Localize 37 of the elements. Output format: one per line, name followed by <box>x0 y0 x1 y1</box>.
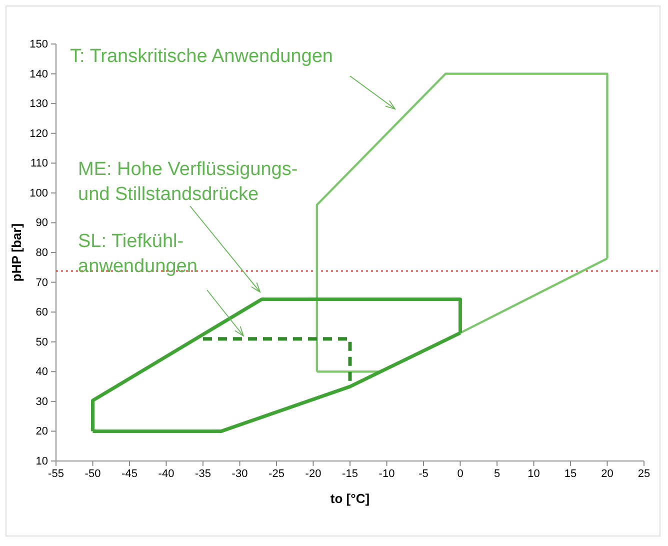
x-tick-label: -5 <box>418 468 428 480</box>
y-tick-label: 40 <box>36 366 48 378</box>
x-tick-label: -30 <box>232 468 248 480</box>
annotation: ME: Hohe Verflüssigungs- und Stillstandsdrücke <box>78 159 298 205</box>
x-tick-label: -10 <box>378 468 395 480</box>
x-tick-label: -20 <box>305 468 322 480</box>
x-tick-label: -35 <box>195 468 211 480</box>
x-axis-title: to [°C] <box>330 491 370 506</box>
y-tick-label: 100 <box>30 187 48 200</box>
y-tick-label: 90 <box>36 217 48 230</box>
x-tick-label: -55 <box>48 468 64 480</box>
y-tick-label: 30 <box>36 396 48 408</box>
x-tick-label: 5 <box>494 468 500 480</box>
x-tick-label: 0 <box>457 468 464 480</box>
y-tick-label: 120 <box>30 128 48 140</box>
x-tick-label: -45 <box>122 468 138 480</box>
y-tick-label: 70 <box>36 276 48 289</box>
x-tick-label: -40 <box>158 468 174 480</box>
y-tick-label: 110 <box>30 158 48 170</box>
x-tick-label: 10 <box>528 468 540 480</box>
y-tick-label: 80 <box>36 247 48 260</box>
y-tick-label: 60 <box>36 306 48 319</box>
y-axis-title: pHP [bar] <box>9 223 24 282</box>
y-tick-label: 150 <box>30 38 48 51</box>
y-tick-label: 140 <box>30 68 48 80</box>
annotation: T: Transkritische Anwendungen <box>70 46 333 67</box>
x-tick-label: 25 <box>638 468 650 480</box>
x-tick-label: 20 <box>601 468 614 480</box>
x-tick-label: 15 <box>564 468 577 480</box>
x-tick-label: -15 <box>342 468 358 480</box>
y-tick-label: 20 <box>36 426 48 438</box>
y-tick-label: 10 <box>36 456 48 468</box>
y-tick-label: 130 <box>30 98 48 110</box>
annotation: SL: Tiefkühl- anwendungen <box>78 231 198 277</box>
x-tick-label: -25 <box>268 468 284 480</box>
y-tick-label: 50 <box>36 336 48 348</box>
x-tick-label: -50 <box>84 468 101 480</box>
